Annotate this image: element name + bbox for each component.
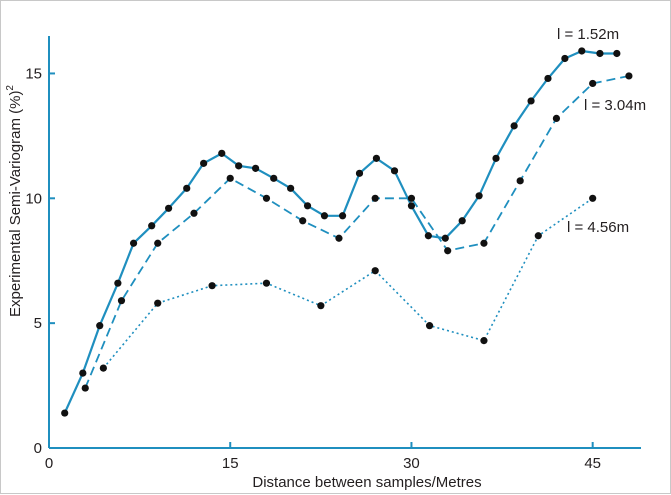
data-point-l-3-04m-0 [81, 384, 89, 392]
data-point-l-1-52m-4 [129, 239, 138, 247]
data-point-l-1-52m-6 [165, 204, 173, 212]
x-tick-label-45: 45 [584, 455, 601, 472]
series-layer [61, 47, 633, 417]
data-point-l-1-52m-31 [596, 49, 604, 58]
labels-layer: Distance between samples/Metres Experime… [5, 26, 646, 491]
data-point-l-4-56m-7 [480, 337, 488, 345]
data-point-l-4-56m-6 [425, 322, 434, 330]
data-point-l-3-04m-3 [190, 209, 198, 217]
data-point-l-4-56m-3 [262, 279, 271, 287]
data-point-l-1-52m-16 [338, 212, 347, 220]
data-point-l-4-56m-5 [371, 267, 379, 275]
data-point-l-1-52m-18 [372, 154, 381, 162]
data-point-l-1-52m-23 [458, 217, 466, 225]
series-line-l-1-52m [63, 49, 617, 414]
data-point-l-1-52m-21 [424, 232, 432, 240]
data-point-l-3-04m-15 [625, 72, 633, 80]
series-l-1-52m [61, 47, 621, 417]
data-point-l-1-52m-14 [303, 202, 312, 210]
series-l-3-04m [81, 72, 633, 392]
x-tick-label-15: 15 [222, 455, 239, 472]
series-line-l-3-04m [84, 75, 630, 389]
data-point-l-1-52m-13 [287, 184, 295, 192]
data-point-l-4-56m-9 [589, 194, 597, 202]
data-point-l-1-52m-26 [510, 122, 518, 130]
y-axis-title: Experimental Semi-Variogram (%)2 [5, 85, 24, 317]
series-label-4-56m: l = 4.56m [567, 219, 629, 236]
data-point-l-1-52m-17 [355, 169, 364, 177]
data-point-l-1-52m-28 [544, 74, 552, 83]
data-point-l-1-52m-12 [270, 174, 278, 182]
y-tick-label-10: 10 [25, 190, 42, 207]
data-point-l-1-52m-9 [218, 149, 226, 157]
data-point-l-4-56m-4 [317, 302, 325, 310]
data-point-l-1-52m-11 [251, 164, 260, 172]
data-point-l-3-04m-7 [335, 234, 343, 242]
data-point-l-1-52m-20 [407, 202, 416, 210]
series-label-3-04m: l = 3.04m [584, 97, 646, 114]
y-tick-label-15: 15 [25, 65, 42, 82]
data-point-l-4-56m-2 [208, 282, 216, 290]
data-point-l-3-04m-6 [299, 217, 307, 225]
data-point-l-3-04m-14 [589, 79, 597, 88]
data-point-l-1-52m-32 [613, 49, 621, 58]
data-point-l-1-52m-15 [320, 212, 329, 220]
data-point-l-1-52m-1 [79, 369, 87, 377]
data-point-l-3-04m-9 [407, 194, 416, 202]
series-label-1-52m: l = 1.52m [557, 26, 619, 43]
data-point-l-1-52m-24 [475, 192, 483, 200]
data-point-l-1-52m-22 [441, 234, 449, 242]
y-tick-label-0: 0 [34, 440, 42, 457]
series-line-l-4-56m [102, 197, 594, 369]
data-point-l-1-52m-2 [96, 322, 104, 330]
x-axis-title: Distance between samples/Metres [252, 474, 481, 491]
data-point-l-1-52m-10 [235, 162, 243, 170]
data-point-l-1-52m-27 [527, 97, 535, 105]
data-point-l-1-52m-8 [200, 159, 208, 167]
data-point-l-1-52m-7 [183, 184, 191, 192]
data-point-l-3-04m-12 [516, 177, 524, 185]
y-axis-title-superscript: 2 [5, 85, 16, 91]
x-tick-label-30: 30 [403, 455, 420, 472]
y-tick-label-5: 5 [34, 315, 42, 332]
data-point-l-1-52m-0 [61, 409, 69, 417]
data-point-l-1-52m-25 [492, 154, 500, 162]
y-axis-title-main: Experimental Semi-Variogram (%) [7, 91, 24, 317]
data-point-l-3-04m-11 [480, 239, 488, 247]
data-point-l-1-52m-3 [114, 279, 122, 287]
data-point-l-4-56m-8 [534, 232, 542, 240]
data-point-l-1-52m-30 [578, 47, 586, 55]
data-point-l-3-04m-13 [552, 114, 561, 122]
data-point-l-3-04m-2 [154, 239, 162, 247]
axes: 0 15 30 45 0 5 10 15 [25, 36, 641, 472]
data-point-l-4-56m-1 [154, 299, 162, 307]
data-point-l-3-04m-4 [226, 174, 234, 182]
data-point-l-1-52m-29 [561, 54, 569, 63]
data-point-l-3-04m-5 [262, 194, 271, 202]
series-l-4-56m [99, 194, 597, 372]
data-point-l-4-56m-0 [99, 364, 107, 372]
data-point-l-3-04m-1 [117, 297, 126, 305]
data-point-l-1-52m-19 [390, 167, 399, 175]
data-point-l-3-04m-10 [444, 247, 452, 255]
data-point-l-3-04m-8 [371, 194, 379, 202]
x-tick-label-0: 0 [45, 455, 53, 472]
data-point-l-1-52m-5 [148, 222, 156, 230]
